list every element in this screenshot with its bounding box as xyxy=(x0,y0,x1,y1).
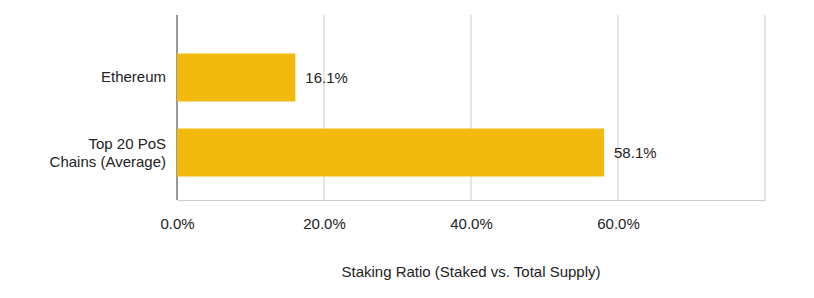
x-tick: 40.0% xyxy=(450,200,493,232)
y-tick-label: Top 20 PoSChains (Average) xyxy=(50,135,166,170)
bar xyxy=(177,129,604,177)
data-label: 58.1% xyxy=(614,144,657,161)
y-tick: Ethereum xyxy=(101,68,177,85)
y-tick-label: Ethereum xyxy=(101,68,166,85)
data-labels: 16.1% 58.1% xyxy=(305,69,656,161)
x-tick: 60.0% xyxy=(597,200,640,232)
x-tick-label: 60.0% xyxy=(597,215,640,232)
bars xyxy=(177,54,604,177)
x-tick-label: 0.0% xyxy=(160,215,194,232)
chart: 0.0% 20.0% 40.0% 60.0% Ethereum Top 20 PoSCha… xyxy=(0,0,814,298)
x-tick-label: 40.0% xyxy=(450,215,493,232)
x-axis-line xyxy=(178,200,766,201)
bar xyxy=(177,54,295,102)
grid xyxy=(177,15,618,200)
y-tick: Top 20 PoSChains (Average) xyxy=(50,135,177,170)
x-axis-title: Staking Ratio (Staked vs. Total Supply) xyxy=(341,263,600,280)
y-tick-label-line: Chains (Average) xyxy=(50,153,166,170)
x-tick: 0.0% xyxy=(160,200,194,232)
y-tick-label-line: Top 20 PoS xyxy=(88,135,166,152)
x-tick: 20.0% xyxy=(303,200,346,232)
plot-frame xyxy=(765,15,766,200)
x-axis: 0.0% 20.0% 40.0% 60.0% xyxy=(160,200,765,232)
y-axis: Ethereum Top 20 PoSChains (Average) xyxy=(50,68,177,169)
x-tick-label: 20.0% xyxy=(303,215,346,232)
data-label: 16.1% xyxy=(305,69,348,86)
grid-line xyxy=(618,15,619,200)
